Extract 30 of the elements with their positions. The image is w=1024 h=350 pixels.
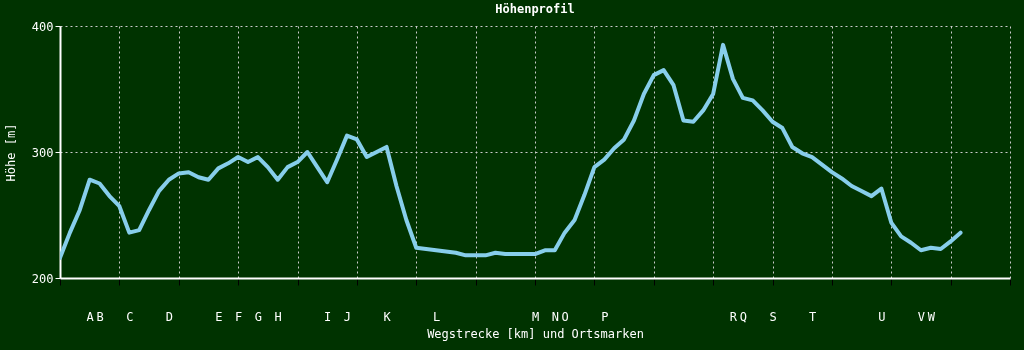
x-tick-label: E: [215, 309, 223, 324]
x-tick-label: L: [432, 309, 441, 324]
y-axis-title: Höhe [m]: [3, 123, 18, 182]
x-tick-label: A: [86, 309, 95, 324]
x-tick-label: K: [383, 309, 392, 324]
x-tick-label: S: [769, 309, 777, 324]
y-tick-label: 200: [31, 271, 54, 286]
chart-title: Höhenprofil: [495, 2, 575, 16]
x-axis-title: Wegstrecke [km] und Ortsmarken: [427, 326, 644, 341]
line-series: [60, 42, 963, 260]
x-tick-label: F: [235, 309, 243, 324]
x-tick-label: M: [531, 309, 540, 324]
x-tick-label: N: [551, 309, 559, 324]
y-tick-label: 300: [31, 145, 54, 160]
x-tick-label: D: [165, 309, 173, 324]
x-tick-label: V: [917, 309, 926, 324]
x-tick-label: B: [96, 309, 104, 324]
y-tick-label: 400: [31, 19, 54, 34]
x-tick-label: W: [927, 309, 936, 324]
x-tick-label: Q: [739, 309, 747, 324]
x-tick-label: O: [561, 309, 569, 324]
x-tick-label: I: [324, 309, 332, 324]
x-tick-label: T: [808, 309, 817, 324]
x-tick-label: G: [254, 309, 263, 324]
x-tick-label: C: [126, 309, 134, 324]
x-tick-label: J: [343, 309, 352, 324]
x-tick-label: H: [274, 309, 282, 324]
x-tick-label: P: [601, 309, 609, 324]
x-tick-label: U: [878, 309, 886, 324]
x-tick-label: R: [729, 309, 738, 324]
